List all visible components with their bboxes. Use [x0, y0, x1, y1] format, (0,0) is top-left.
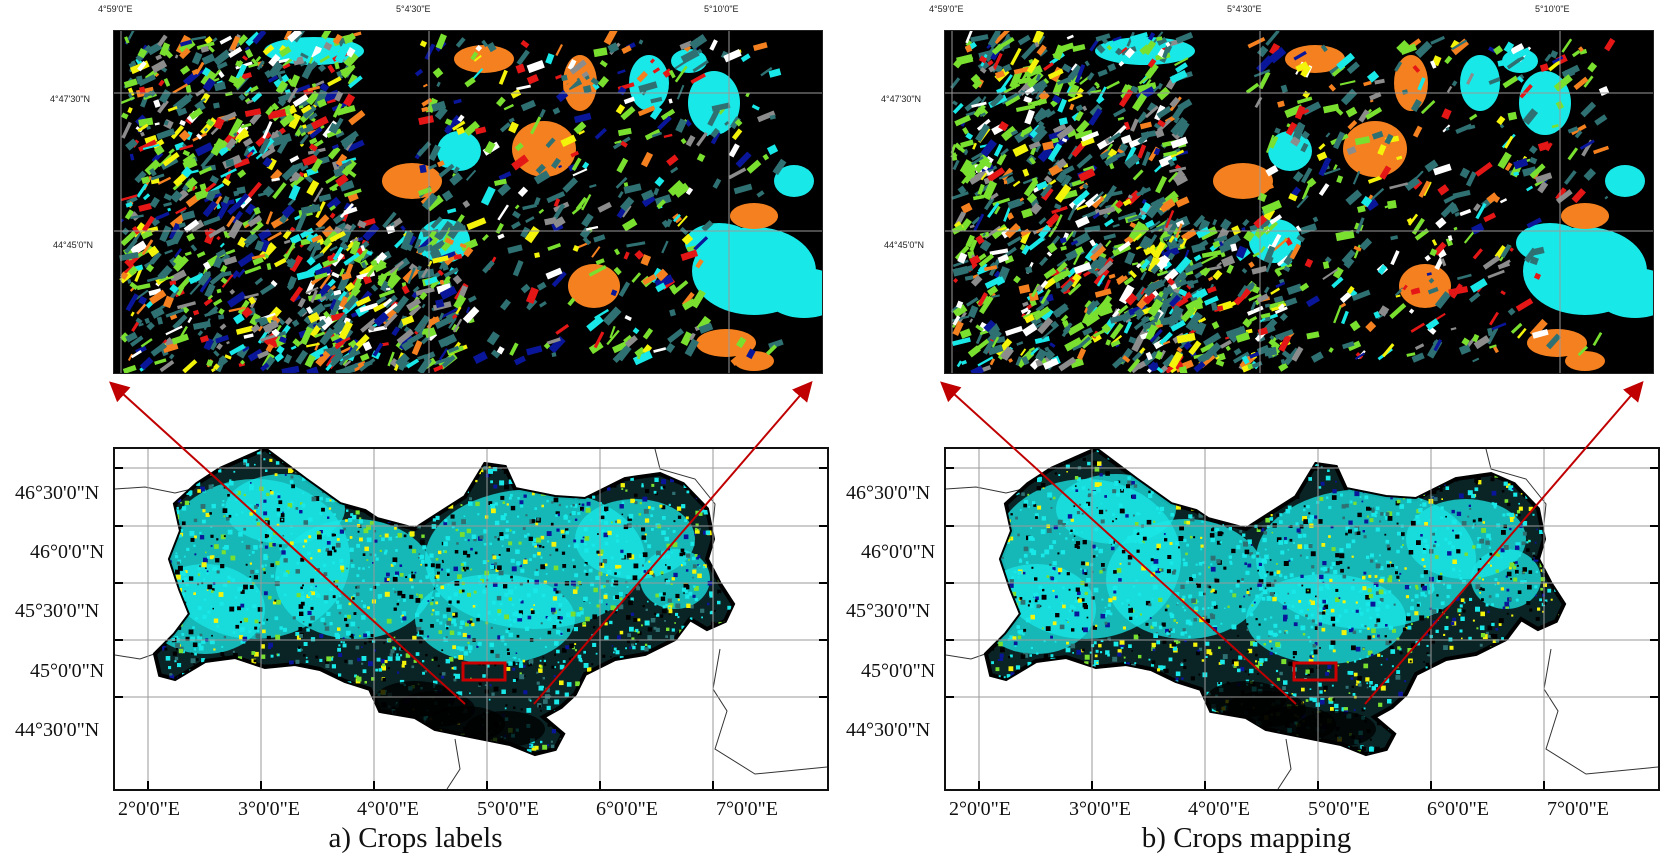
map-lon-tick-label: 3°0'0"E: [1069, 798, 1131, 820]
zoom-inset-map: [944, 30, 1654, 374]
overview-map: [944, 447, 1660, 791]
zoom-lat-tick-label: 4°47'30"N: [50, 94, 91, 104]
map-lat-tick-label: 46°30'0"N: [15, 482, 100, 504]
zoom-lon-tick-label: 5°10'0"E: [1535, 4, 1570, 14]
zoom-lon-tick-label: 4°59'0"E: [929, 4, 964, 14]
overview-map: [113, 447, 829, 791]
zoom-inset-raster: [114, 31, 822, 373]
map-lon-tick-label: 5°0'0"E: [1308, 798, 1370, 820]
map-lat-tick-label: 46°0'0"N: [861, 541, 936, 563]
panel-crops-labels: 4°59'0"E 5°4'30"E 5°10'0"E 4°47'30"N 44°…: [15, 4, 829, 854]
map-lat-tick-label: 45°0'0"N: [861, 660, 936, 682]
map-lat-tick-label: 45°30'0"N: [15, 600, 100, 622]
map-lat-tick-label: 44°30'0"N: [15, 719, 100, 741]
zoom-lon-tick-label: 5°4'30"E: [396, 4, 431, 14]
overview-map-raster: [946, 449, 1658, 789]
zoom-inset-raster: [945, 31, 1653, 373]
map-lat-tick-label: 45°0'0"N: [30, 660, 105, 682]
overview-map-raster: [115, 449, 827, 789]
map-lat-tick-label: 46°30'0"N: [846, 482, 931, 504]
map-lat-tick-label: 44°30'0"N: [846, 719, 931, 741]
zoom-inset-map: [113, 30, 823, 374]
panel-caption: b) Crops mapping: [1141, 822, 1352, 854]
map-lat-tick-label: 45°30'0"N: [846, 600, 931, 622]
map-lat-tick-label: 46°0'0"N: [30, 541, 105, 563]
map-lon-tick-label: 6°0'0"E: [596, 798, 658, 820]
zoom-lon-tick-label: 5°4'30"E: [1227, 4, 1262, 14]
map-lon-tick-label: 7°0'0"E: [1547, 798, 1609, 820]
zoom-lat-tick-label: 44°45'0"N: [53, 240, 94, 250]
panel-crops-mapping: 4°59'0"E 5°4'30"E 5°10'0"E 4°47'30"N 44°…: [831, 0, 1662, 865]
map-lon-tick-label: 2°0'0"E: [118, 798, 180, 820]
map-lon-tick-label: 6°0'0"E: [1427, 798, 1489, 820]
zoom-lat-tick-label: 44°45'0"N: [884, 240, 925, 250]
map-lon-tick-label: 4°0'0"E: [1188, 798, 1250, 820]
map-lon-tick-label: 4°0'0"E: [357, 798, 419, 820]
map-lon-tick-label: 2°0'0"E: [949, 798, 1011, 820]
zoom-lon-tick-label: 4°59'0"E: [98, 4, 133, 14]
map-lon-tick-label: 5°0'0"E: [477, 798, 539, 820]
map-lon-tick-label: 3°0'0"E: [238, 798, 300, 820]
zoom-lat-tick-label: 4°47'30"N: [881, 94, 922, 104]
zoom-lon-tick-label: 5°10'0"E: [704, 4, 739, 14]
panel-caption: a) Crops labels: [328, 822, 503, 854]
map-lon-tick-label: 7°0'0"E: [716, 798, 778, 820]
